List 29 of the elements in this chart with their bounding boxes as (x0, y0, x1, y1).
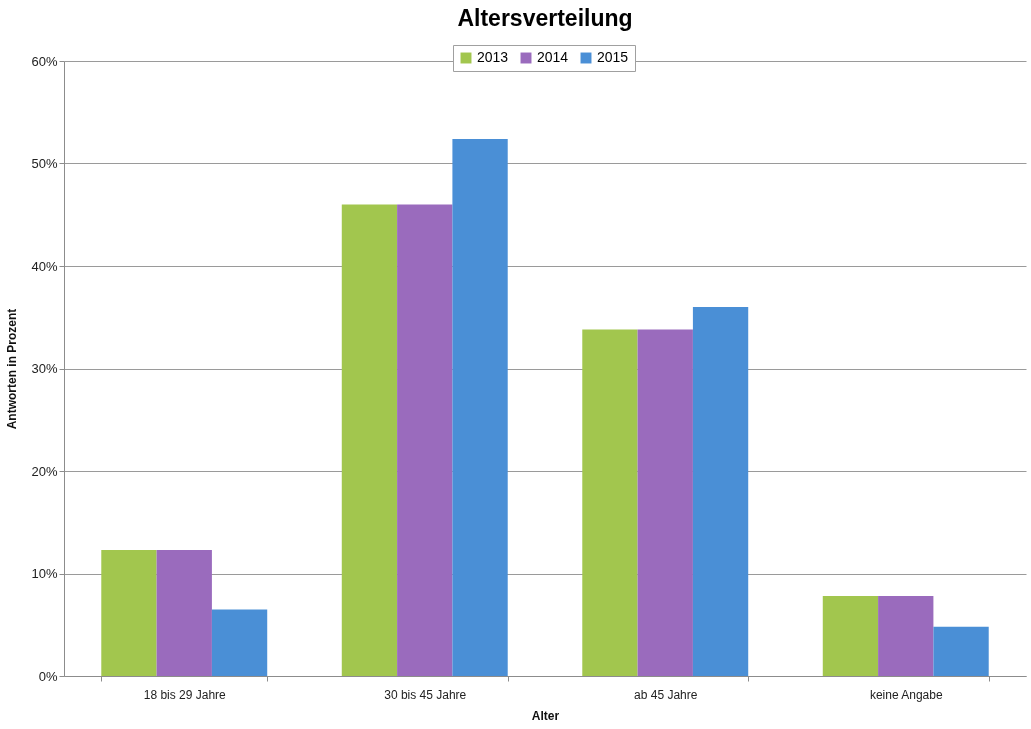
y-tick-label: 0% (38, 668, 58, 684)
bar (397, 204, 453, 676)
bar (933, 626, 989, 676)
x-tick-label: keine Angabe (869, 687, 943, 702)
y-tick-label: 30% (31, 361, 58, 376)
x-tick-label: ab 45 Jahre (634, 687, 698, 702)
y-tick-label: 40% (31, 258, 58, 274)
x-tick-label: 30 bis 45 Jahre (384, 687, 467, 702)
y-tick-label: 10% (31, 566, 58, 581)
y-tick-label: 20% (31, 463, 58, 479)
chart-title: Altersverteilung (457, 5, 633, 31)
legend-label: 2013 (477, 49, 509, 65)
x-tick-label: 18 bis 29 Jahre (143, 687, 227, 702)
y-tick-label: 60% (31, 53, 58, 69)
bar (582, 329, 638, 676)
bar (341, 204, 398, 676)
bar (452, 138, 508, 676)
legend-label: 2014 (537, 49, 569, 65)
legend-label: 2015 (597, 49, 629, 65)
bar (637, 329, 693, 676)
bar (822, 596, 879, 676)
x-axis-title: Alter (531, 708, 560, 723)
y-axis-title: Antworten in Prozent (5, 308, 20, 430)
bar (211, 609, 268, 676)
bar (878, 596, 934, 676)
bar (156, 549, 212, 676)
bar (101, 549, 157, 676)
bar (692, 307, 749, 676)
y-tick-label: 50% (31, 156, 58, 171)
